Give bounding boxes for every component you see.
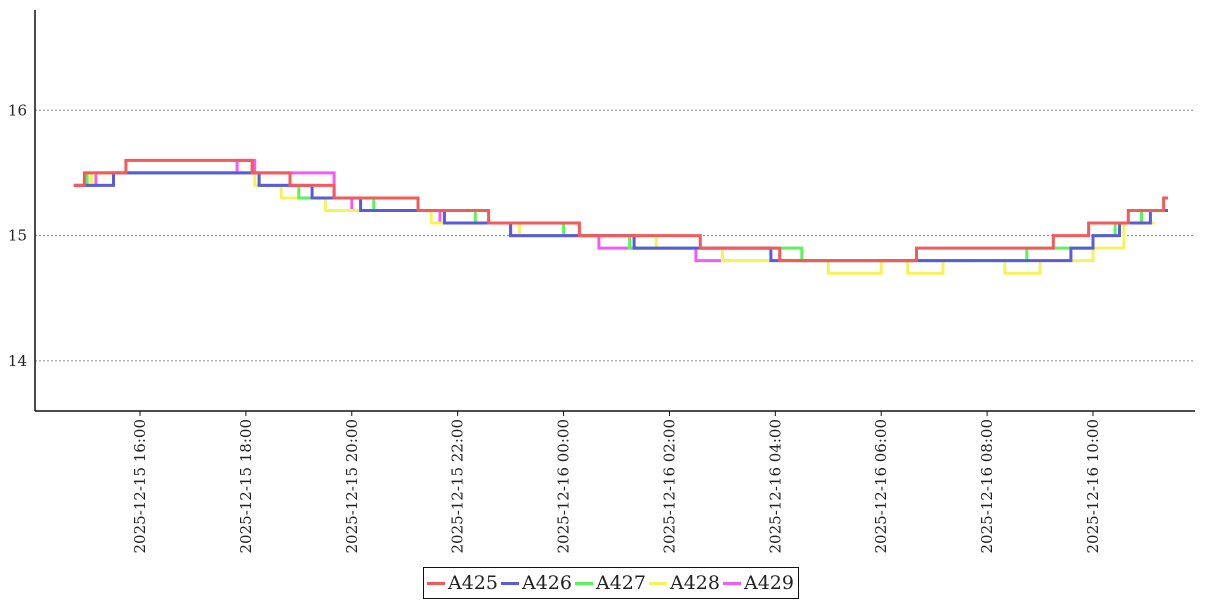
y-tick-labels: 14 15 16 (8, 101, 27, 370)
series-lines (73, 158, 1168, 275)
x-tick-label: 2025-12-16 08:00 (978, 419, 996, 553)
legend-swatch-a426 (501, 581, 519, 585)
legend-swatch-a427 (575, 581, 593, 585)
legend-label-a427: A427 (596, 572, 646, 594)
series-line-a425 (73, 158, 1168, 263)
legend-label-a425: A425 (448, 572, 498, 594)
axes (34, 10, 1195, 412)
x-tick-label: 2025-12-16 00:00 (555, 419, 573, 553)
legend: A425 A426 A427 A428 A429 (423, 567, 799, 599)
legend-swatch-a429 (723, 581, 741, 585)
legend-item-a427[interactable]: A427 (575, 572, 646, 594)
x-tick-label: 2025-12-15 16:00 (131, 419, 149, 553)
y-tick-label: 16 (8, 101, 27, 119)
legend-item-a429[interactable]: A429 (723, 572, 794, 594)
x-tick-label: 2025-12-15 18:00 (237, 419, 255, 553)
legend-item-a428[interactable]: A428 (649, 572, 720, 594)
legend-label-a428: A428 (670, 572, 720, 594)
x-tick-label: 2025-12-16 10:00 (1084, 419, 1102, 553)
legend-item-a425[interactable]: A425 (427, 572, 498, 594)
series-line-a426 (73, 171, 1168, 263)
y-tick-label: 15 (8, 227, 27, 245)
series-line-a429 (73, 158, 732, 263)
series-line-a428 (78, 171, 1155, 275)
legend-swatch-a425 (427, 581, 445, 585)
legend-label-a426: A426 (522, 572, 572, 594)
x-tick-label: 2025-12-15 22:00 (449, 419, 467, 553)
legend-swatch-a428 (649, 581, 667, 585)
legend-item-a426[interactable]: A426 (501, 572, 572, 594)
legend-label-a429: A429 (744, 572, 794, 594)
x-tick-labels: 2025-12-15 16:00 2025-12-15 18:00 2025-12-… (131, 411, 1102, 553)
x-tick-label: 2025-12-16 02:00 (660, 419, 678, 553)
x-tick-label: 2025-12-16 04:00 (766, 419, 784, 553)
x-tick-label: 2025-12-16 06:00 (872, 419, 890, 553)
x-tick-label: 2025-12-15 20:00 (343, 419, 361, 553)
y-tick-label: 14 (8, 352, 27, 370)
